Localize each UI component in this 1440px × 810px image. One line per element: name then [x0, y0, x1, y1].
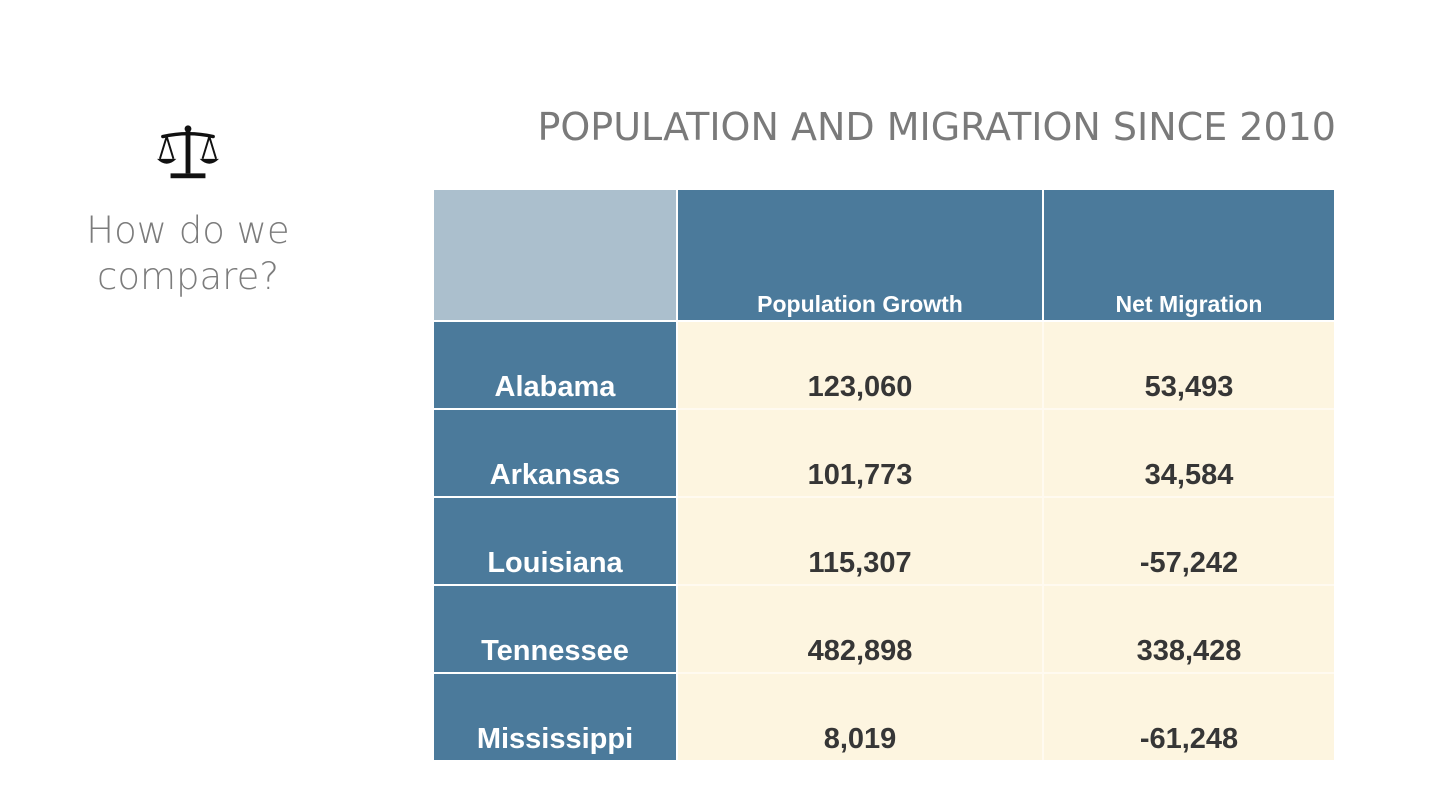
state-label: Alabama: [434, 321, 678, 410]
net-migration-value: -61,248: [1043, 673, 1334, 760]
header-population-growth: Population Growth: [677, 190, 1044, 322]
population-growth-value: 8,019: [677, 673, 1044, 760]
net-migration-value: -57,242: [1043, 497, 1334, 586]
data-table: Population Growth Net Migration Alabama …: [434, 190, 1334, 760]
net-migration-value: 338,428: [1043, 585, 1334, 674]
table-header-row: Population Growth Net Migration: [434, 190, 1334, 322]
table-row: Louisiana 115,307 -57,242: [434, 497, 1334, 586]
header-net-migration: Net Migration: [1043, 190, 1334, 322]
population-growth-value: 115,307: [677, 497, 1044, 586]
net-migration-value: 34,584: [1043, 409, 1334, 498]
state-label: Arkansas: [434, 409, 678, 498]
population-growth-value: 482,898: [677, 585, 1044, 674]
sidebar-question: How do we compare?: [60, 208, 316, 300]
table-row: Alabama 123,060 53,493: [434, 321, 1334, 410]
header-corner-cell: [434, 190, 678, 322]
net-migration-value: 53,493: [1043, 321, 1334, 410]
chart-title: POPULATION AND MIGRATION SINCE 2010: [537, 105, 1336, 149]
sidebar-question-line1: How do we: [86, 209, 290, 252]
table-row: Tennessee 482,898 338,428: [434, 585, 1334, 674]
balance-scale-icon: [157, 125, 219, 179]
state-label: Mississippi: [434, 673, 678, 760]
state-label: Tennessee: [434, 585, 678, 674]
table-row: Mississippi 8,019 -61,248: [434, 673, 1334, 760]
sidebar-question-line2: compare?: [97, 255, 279, 298]
population-growth-value: 123,060: [677, 321, 1044, 410]
state-label: Louisiana: [434, 497, 678, 586]
population-growth-value: 101,773: [677, 409, 1044, 498]
table-row: Arkansas 101,773 34,584: [434, 409, 1334, 498]
